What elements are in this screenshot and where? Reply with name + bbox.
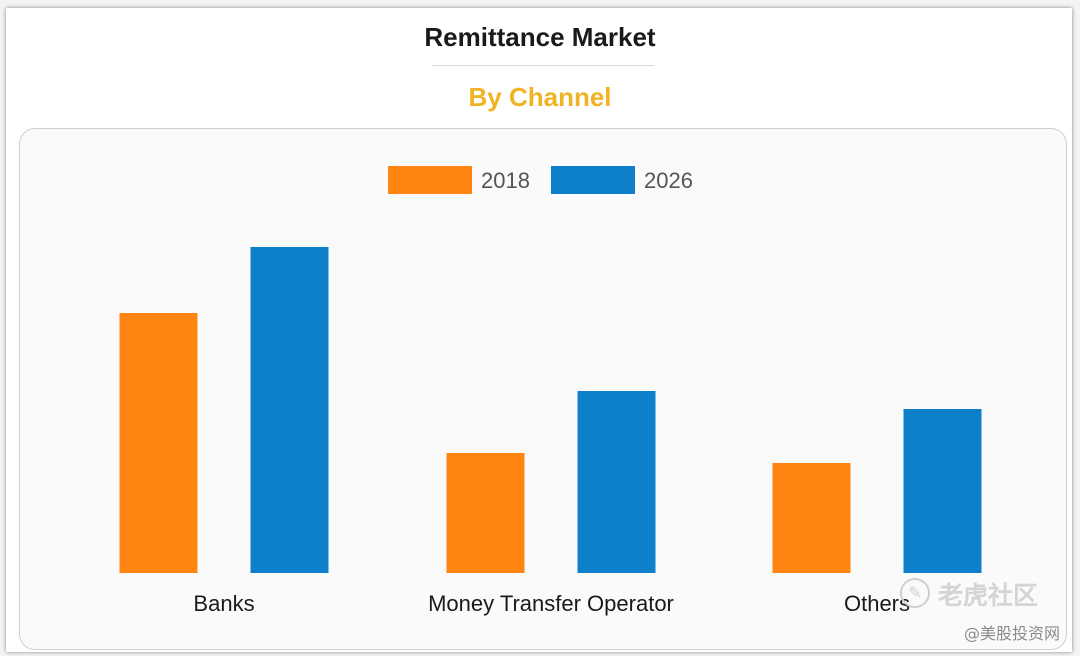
bar-money-transfer-operator-2026 — [577, 391, 656, 573]
legend-label-2018: 2018 — [481, 168, 530, 193]
chart-subtitle: By Channel — [468, 82, 612, 112]
watermark-handle: @美股投资网 — [963, 624, 1060, 643]
legend-swatch-2018 — [388, 166, 472, 194]
bar-money-transfer-operator-2018 — [446, 453, 525, 573]
watermark-brand: 老虎社区 — [938, 581, 1039, 610]
legend-swatch-2026 — [551, 166, 635, 194]
bar-banks-2026 — [250, 247, 329, 573]
bar-others-2018 — [772, 463, 851, 573]
category-label-banks: Banks — [193, 591, 254, 616]
category-label-others: Others — [844, 591, 910, 616]
category-label-money-transfer-operator: Money Transfer Operator — [428, 591, 674, 616]
chart-title: Remittance Market — [424, 22, 656, 52]
watermark: ✎ 老虎社区 @美股投资网 — [900, 576, 1060, 646]
legend-label-2026: 2026 — [644, 168, 693, 193]
bar-banks-2018 — [119, 313, 198, 573]
tiger-logo-icon: ✎ — [900, 578, 930, 608]
title-divider — [432, 65, 654, 66]
bar-others-2026 — [903, 409, 982, 573]
